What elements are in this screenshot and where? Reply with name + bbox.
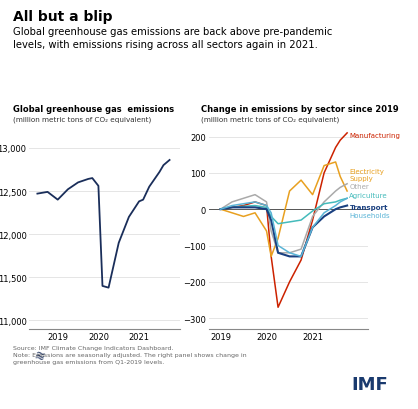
Text: (million metric tons of CO₂ equivalent): (million metric tons of CO₂ equivalent) <box>201 117 339 123</box>
Text: Change in emissions by sector since 2019: Change in emissions by sector since 2019 <box>201 104 398 113</box>
Text: Global greenhouse gas  emissions: Global greenhouse gas emissions <box>13 104 173 113</box>
Text: Other: Other <box>349 183 369 189</box>
Text: All but a blip: All but a blip <box>13 10 112 24</box>
Text: ≋: ≋ <box>32 348 46 363</box>
Text: Manufacturing: Manufacturing <box>349 133 400 138</box>
Text: Electricity
Supply: Electricity Supply <box>349 169 384 182</box>
Text: Households: Households <box>349 212 390 218</box>
Text: (million metric tons of CO₂ equivalent): (million metric tons of CO₂ equivalent) <box>13 117 151 123</box>
Text: Transport: Transport <box>349 205 388 211</box>
Text: Global greenhouse gas emissions are back above pre-pandemic
levels, with emissio: Global greenhouse gas emissions are back… <box>13 27 332 50</box>
Text: Agriculture: Agriculture <box>349 193 388 199</box>
Text: IMF: IMF <box>351 375 388 393</box>
Text: Source: IMF Climate Change Indicators Dashboard.
Note: Emissions are seasonally : Source: IMF Climate Change Indicators Da… <box>13 346 246 364</box>
